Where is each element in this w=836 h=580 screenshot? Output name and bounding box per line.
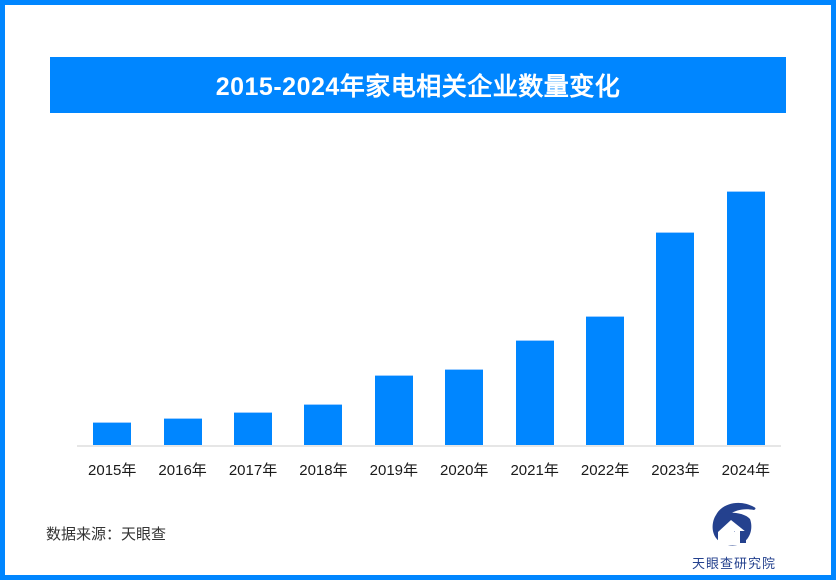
bar-column-2020年 [429,170,499,445]
bar-2017年 [234,412,273,445]
bar-column-2017年 [218,170,288,445]
data-source-label: 数据来源：天眼查 [46,526,167,543]
x-tick-label: 2023年 [651,462,700,479]
bar-2022年 [586,316,625,445]
bar-2018年 [304,404,343,445]
bar-column-2022年 [570,170,640,445]
x-tick-label: 2018年 [299,462,348,479]
bar-2016年 [163,418,202,445]
bar-2024年 [726,191,765,445]
bar-2015年 [93,422,132,445]
bar-chart: 2015年 2016年 2017年 2018年 2019年 2020年 2021年 2022年… [77,170,781,480]
chart-plot-area [77,170,781,447]
bar-column-2023年 [640,170,710,445]
logo-text: 天眼查研究院 [691,556,776,571]
chart-title: 2015-2024年家电相关企业数量变化 [215,73,621,101]
bar-2021年 [515,340,554,445]
bar-column-2018年 [288,170,358,445]
bar-column-2016年 [147,170,217,445]
x-tick-label: 2016年 [158,462,207,479]
tianyancha-logo-icon [712,502,756,546]
bar-column-2019年 [359,170,429,445]
x-tick-label: 2021年 [510,462,559,479]
bar-column-2015年 [77,170,147,445]
x-tick-label: 2022年 [580,462,630,479]
bar-column-2024年 [711,170,781,445]
x-tick-label: 2024年 [721,462,771,479]
x-tick-label: 2017年 [228,462,278,479]
bar-column-2021年 [499,170,569,445]
tianyancha-research-logo: 天眼查研究院 [679,499,789,572]
chart-title-banner: 2015-2024年家电相关企业数量变化 [50,57,786,113]
x-axis-labels: 2015年 2016年 2017年 2018年 2019年 2020年 2021年 2022年… [77,459,781,480]
x-tick-label: 2020年 [440,462,489,479]
bar-2019年 [374,375,413,445]
x-tick-label: 2019年 [369,462,419,479]
bar-2020年 [445,369,484,445]
bar-2023年 [656,232,695,445]
x-tick-label: 2015年 [88,462,137,479]
